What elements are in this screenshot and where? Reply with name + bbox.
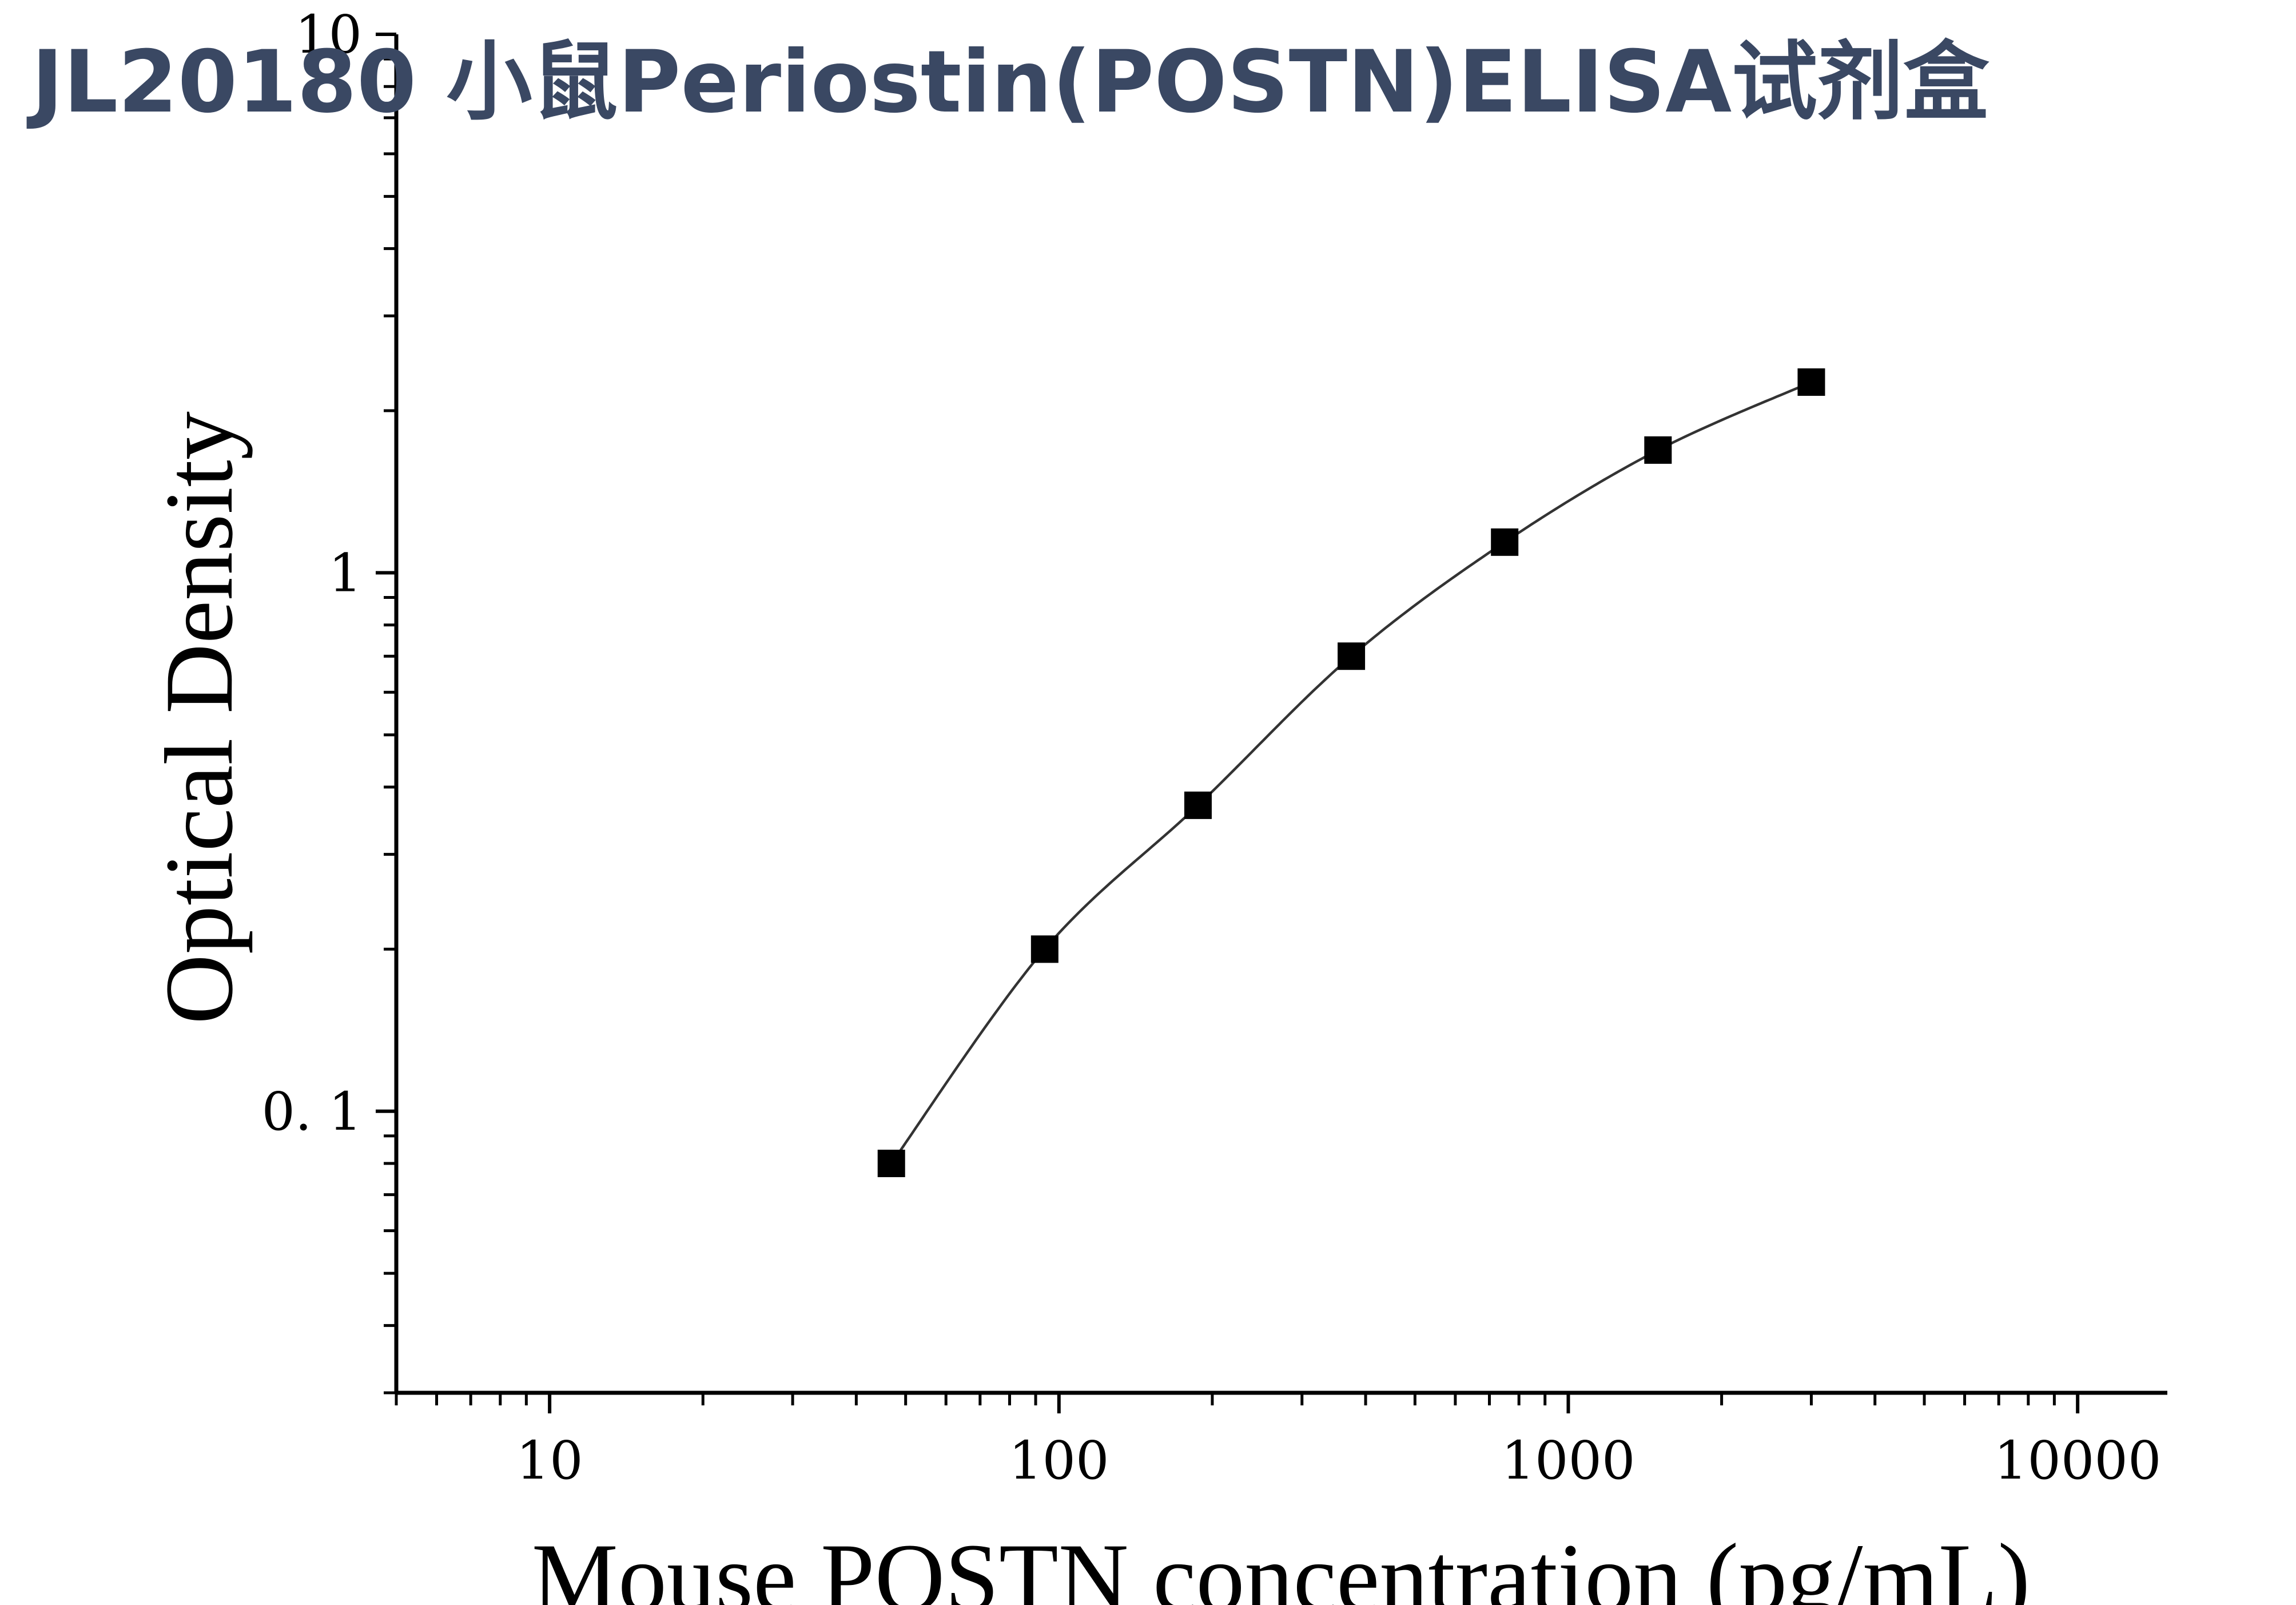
data-point-marker bbox=[1338, 642, 1366, 670]
chart-title: JL20180 小鼠Periostin(POSTN)ELISA试剂盒 bbox=[26, 33, 1989, 132]
fit-curve-line bbox=[890, 380, 1812, 1165]
data-points bbox=[877, 368, 1825, 1177]
y-axis-title: Optical Density bbox=[145, 411, 253, 1024]
data-point-marker bbox=[1797, 368, 1825, 396]
data-point-marker bbox=[877, 1149, 905, 1177]
x-axis-title: Mouse POSTN concentration (pg/mL) bbox=[532, 1524, 2030, 1605]
y-tick-label: 0. 1 bbox=[261, 1081, 362, 1142]
x-tick-label: 10 bbox=[516, 1430, 583, 1491]
x-tick-label: 1000 bbox=[1501, 1430, 1635, 1491]
y-tick-label: 10 bbox=[295, 4, 362, 65]
x-tick-label: 100 bbox=[1009, 1430, 1109, 1491]
data-point-marker bbox=[1491, 528, 1519, 556]
fit-curve-group bbox=[890, 380, 1812, 1165]
data-point-marker bbox=[1644, 436, 1672, 464]
ticks: 10 100 1000 10000 0. 1 1 10 bbox=[261, 4, 2161, 1491]
y-tick-label: 1 bbox=[328, 542, 362, 603]
axes bbox=[394, 34, 2167, 1395]
data-point-marker bbox=[1030, 935, 1059, 963]
data-point-marker bbox=[1184, 791, 1212, 819]
x-tick-label: 10000 bbox=[1994, 1430, 2162, 1491]
